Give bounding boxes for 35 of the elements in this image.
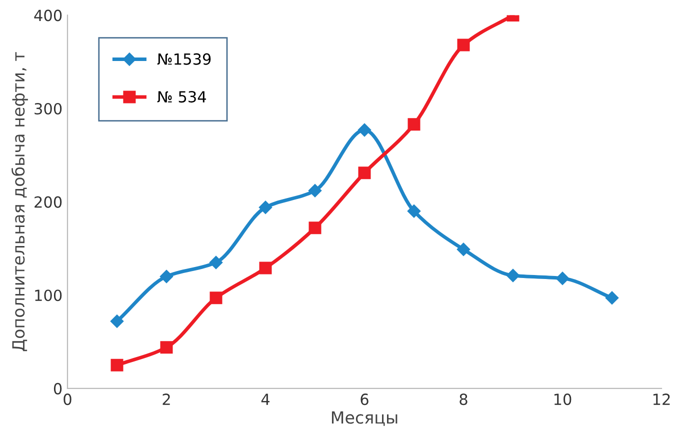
x-tick-label: 2 — [162, 394, 170, 405]
point — [110, 314, 124, 328]
point — [160, 341, 173, 354]
point — [506, 268, 520, 282]
x-tick-label: 10 — [554, 394, 572, 406]
point — [308, 184, 322, 198]
point — [605, 291, 619, 305]
y-tick-label: 200 — [34, 196, 62, 208]
point — [408, 118, 420, 131]
x-tick-label: 0 — [64, 394, 72, 406]
point — [456, 242, 470, 256]
y-tick-label: 300 — [34, 102, 62, 115]
y-tick-label: 400 — [34, 10, 62, 22]
point — [258, 200, 272, 214]
x-tick-label: 8 — [460, 394, 468, 406]
y-axis-title: Дополнительная добыча нефти, т — [12, 52, 28, 352]
point — [110, 358, 124, 372]
legend-label: №1539 — [157, 53, 211, 65]
x-tick-label: 4 — [261, 394, 270, 405]
y-tick-label: 100 — [35, 290, 62, 302]
y-tick-label: 0 — [54, 382, 62, 394]
point — [407, 204, 421, 218]
x-tick-label: 6 — [360, 394, 368, 406]
point — [160, 270, 174, 284]
point — [210, 292, 222, 304]
x-axis-title: Месяцы — [332, 411, 398, 426]
point — [358, 166, 371, 180]
legend-label: № 534 — [157, 91, 206, 103]
point — [259, 262, 272, 274]
point — [556, 272, 570, 285]
point — [358, 123, 372, 137]
x-tick-label: 12 — [653, 394, 670, 405]
point — [457, 38, 470, 52]
point — [308, 222, 322, 234]
point — [209, 256, 223, 270]
